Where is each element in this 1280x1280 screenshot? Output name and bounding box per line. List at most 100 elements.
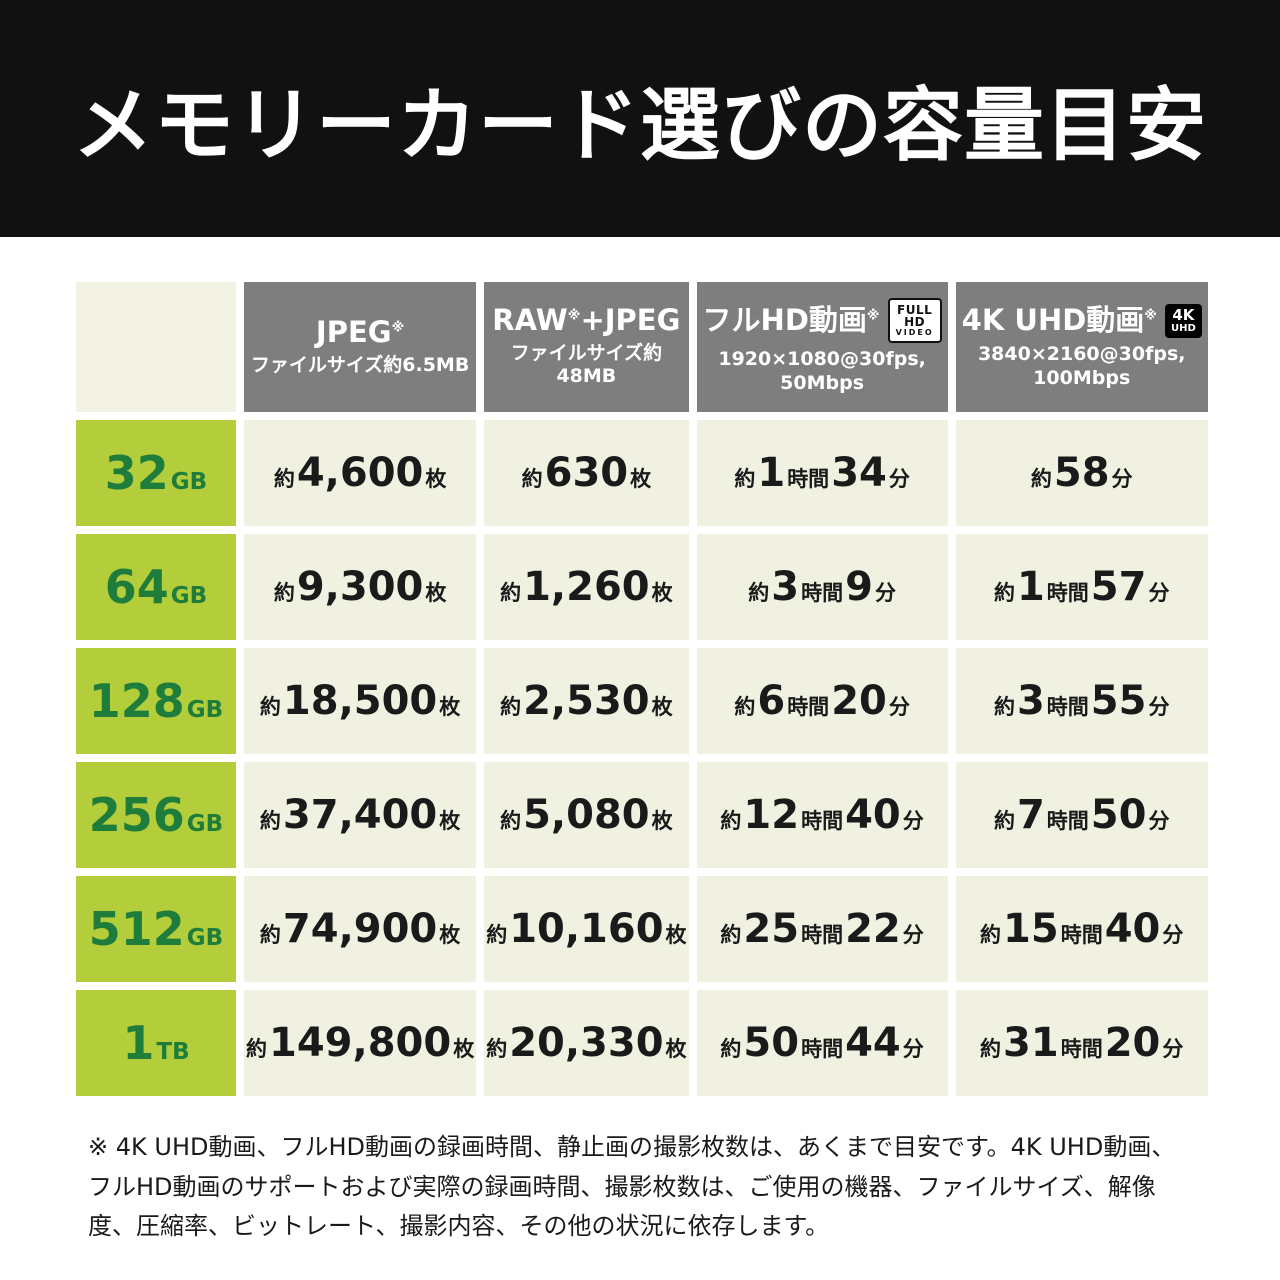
data-cell-text: 約31時間20分 <box>978 1020 1185 1066</box>
value-unit: 分 <box>902 923 924 947</box>
value-number: 3 <box>1016 678 1045 724</box>
data-cell-32gb-full-hd-video: 約1時間34分 <box>696 420 948 526</box>
value-number: 5,080 <box>523 792 650 838</box>
column-title-row: フルHD動画※ FULL HD VIDEO <box>703 298 942 344</box>
data-cell-text: 約37,400枚 <box>258 792 462 838</box>
row-header-32gb: 32GB <box>76 420 236 526</box>
value-number: 9 <box>845 564 873 610</box>
capacity-value: 1 <box>122 1016 155 1070</box>
data-cell-128gb-full-hd-video: 約6時間20分 <box>696 648 948 754</box>
value-unit: 枚 <box>665 1037 687 1061</box>
capacity-value: 512 <box>88 902 185 956</box>
value-unit: 時間 <box>787 467 830 491</box>
value-number: 20 <box>831 678 887 724</box>
data-cell-32gb-jpeg: 約4,600枚 <box>244 420 477 526</box>
capacity-label: 64GB <box>105 560 207 614</box>
data-cell-text: 約50時間44分 <box>718 1020 925 1066</box>
value-unit: 時間 <box>787 695 830 719</box>
data-cell-text: 約25時間22分 <box>718 906 925 952</box>
column-title-text: 4K UHD動画 <box>961 302 1145 337</box>
value-unit: 分 <box>1162 1037 1184 1061</box>
capacity-unit: GB <box>170 583 208 609</box>
data-cell-64gb-raw-jpeg: 約1,260枚 <box>484 534 689 640</box>
value-unit: 約 <box>993 581 1015 605</box>
value-unit: 時間 <box>801 1037 844 1061</box>
value-unit: 約 <box>720 1037 742 1061</box>
data-cell-1tb-raw-jpeg: 約20,330枚 <box>484 990 689 1096</box>
value-number: 9,300 <box>296 564 424 610</box>
value-unit: 約 <box>720 809 742 833</box>
value-unit: 分 <box>902 1037 924 1061</box>
value-number: 20,330 <box>509 1020 664 1066</box>
column-header-raw-jpeg: RAW※+JPEG ファイルサイズ約48MB <box>484 282 689 412</box>
value-unit: 約 <box>259 809 281 833</box>
value-number: 12 <box>743 792 800 838</box>
data-cell-text: 約10,160枚 <box>484 906 688 952</box>
value-unit: 約 <box>259 695 281 719</box>
capacity-label: 256GB <box>89 788 223 842</box>
data-cell-text: 約5,080枚 <box>498 792 675 838</box>
value-number: 74,900 <box>282 906 438 952</box>
value-unit: 時間 <box>801 923 844 947</box>
value-unit: 枚 <box>651 809 673 833</box>
capacity-value: 256 <box>88 788 185 842</box>
column-subtitle-line: 1920×1080@30fps, <box>718 348 926 371</box>
row-header-256gb: 256GB <box>76 762 236 868</box>
capacity-unit: TB <box>156 1039 190 1065</box>
badge-text: UHD <box>1170 322 1196 334</box>
value-number: 4,600 <box>296 450 424 496</box>
value-number: 18,500 <box>282 678 438 724</box>
value-number: 34 <box>831 450 887 496</box>
value-number: 1,260 <box>523 564 650 610</box>
value-unit: 枚 <box>425 467 447 491</box>
value-unit: 時間 <box>801 809 844 833</box>
row-header-1tb: 1TB <box>76 990 236 1096</box>
value-number: 10,160 <box>509 906 664 952</box>
capacity-unit: GB <box>186 925 224 951</box>
column-title: RAW※+JPEG <box>492 302 680 337</box>
value-unit: 約 <box>500 695 522 719</box>
value-number: 15 <box>1003 906 1059 952</box>
data-cell-text: 約2,530枚 <box>498 678 675 724</box>
value-unit: 時間 <box>1046 695 1089 719</box>
badge-text: 4K <box>1172 305 1195 324</box>
column-title: フルHD動画※ <box>703 304 880 337</box>
data-cell-text: 約6時間20分 <box>732 678 912 724</box>
footnote-text: ※ 4K UHD動画、フルHD動画の録画時間、静止画の撮影枚数は、あくまで目安で… <box>88 1133 1176 1241</box>
column-subtitle-line: 100Mbps <box>1033 366 1131 389</box>
column-title-text: RAW <box>492 302 568 337</box>
column-subtitle: ファイルサイズ約48MB <box>490 342 682 390</box>
value-unit: 約 <box>734 695 756 719</box>
value-number: 6 <box>757 678 786 724</box>
value-number: 58 <box>1053 450 1110 496</box>
data-cell-text: 約630枚 <box>520 450 654 496</box>
data-cell-32gb-raw-jpeg: 約630枚 <box>484 420 689 526</box>
value-unit: 約 <box>1030 467 1052 491</box>
value-number: 57 <box>1090 564 1147 610</box>
value-number: 1 <box>757 450 786 496</box>
value-unit: 約 <box>980 1037 1002 1061</box>
capacity-label: 32GB <box>105 446 207 500</box>
value-number: 31 <box>1003 1020 1059 1066</box>
title-banner: メモリーカード選びの容量目安 <box>0 0 1280 237</box>
column-subtitle: 1920×1080@30fps, 50Mbps <box>718 348 926 396</box>
value-unit: 時間 <box>1060 923 1103 947</box>
data-cell-1tb-jpeg: 約149,800枚 <box>244 990 477 1096</box>
data-cell-64gb-jpeg: 約9,300枚 <box>244 534 477 640</box>
value-unit: 約 <box>486 923 508 947</box>
badge-text: FULL HD <box>897 303 933 330</box>
data-cell-text: 約4,600枚 <box>272 450 449 496</box>
value-unit: 分 <box>1111 467 1133 491</box>
data-cell-512gb-raw-jpeg: 約10,160枚 <box>484 876 689 982</box>
capacity-table: JPEG※ ファイルサイズ約6.5MB RAW※+JPEG ファイルサイズ約48MB フ… <box>76 282 1208 1096</box>
value-number: 50 <box>743 1020 800 1066</box>
column-subtitle-line: ファイルサイズ約6.5MB <box>250 353 470 376</box>
data-cell-256gb-4k-uhd-video: 約7時間50分 <box>955 762 1208 868</box>
value-unit: 分 <box>1148 695 1170 719</box>
capacity-label: 128GB <box>89 674 223 728</box>
data-cell-text: 約1,260枚 <box>498 564 675 610</box>
column-subtitle: 3840×2160@30fps, 100Mbps <box>978 343 1186 391</box>
value-unit: 分 <box>902 809 924 833</box>
data-cell-text: 約1時間34分 <box>732 450 912 496</box>
column-header-full-hd-video: フルHD動画※ FULL HD VIDEO 1920×1080@30fps, 50Mbp… <box>696 282 948 412</box>
